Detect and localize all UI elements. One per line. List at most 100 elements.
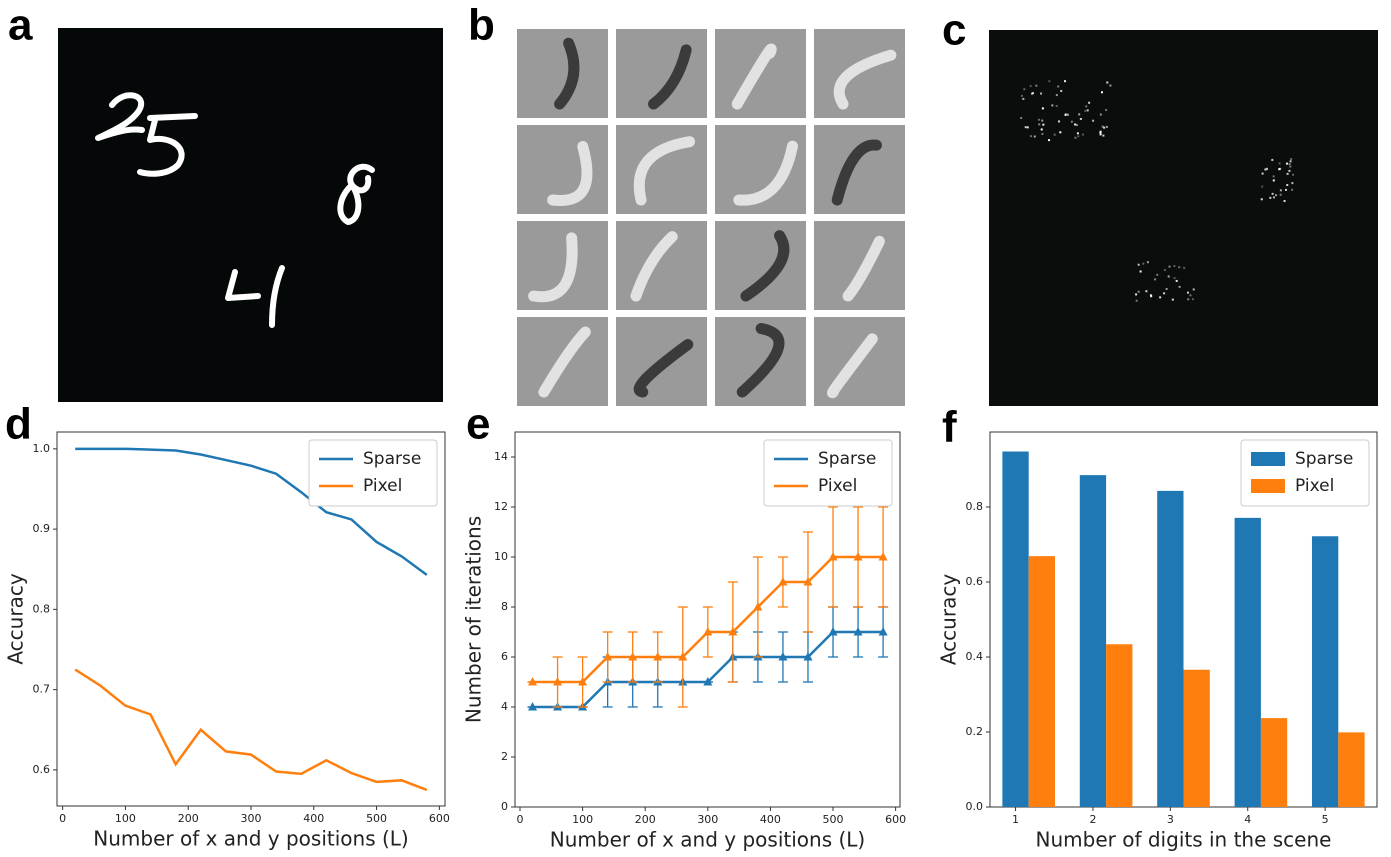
code-dot (1023, 88, 1025, 90)
image-panel-c (989, 30, 1378, 406)
code-dot (1042, 107, 1044, 109)
code-dot (1136, 300, 1138, 302)
code-dot (1071, 121, 1073, 123)
code-dot (1189, 294, 1191, 296)
code-dot (1145, 290, 1147, 292)
bar (1261, 718, 1287, 807)
figure: a b c d e f 0.60.70.80.91.0Number of x a… (0, 0, 1391, 857)
code-dot (1064, 80, 1066, 82)
code-dot (1261, 198, 1263, 200)
y-tick-label: 0.6 (33, 763, 51, 776)
x-tick-label: 0 (517, 813, 524, 826)
code-dot (1109, 85, 1111, 87)
code-dot (1284, 200, 1286, 202)
code-dot (1273, 175, 1275, 177)
filter-grid (517, 29, 905, 406)
legend-label: Pixel (1295, 476, 1334, 496)
code-dot (1056, 94, 1058, 96)
bar (1029, 556, 1055, 807)
code-dot (1289, 166, 1291, 168)
code-dot (1289, 163, 1291, 165)
x-tick-label: 200 (178, 812, 199, 825)
code-dot (1192, 298, 1194, 300)
code-dot (1291, 189, 1293, 191)
x-tick-label: 200 (635, 813, 656, 826)
code-dot (1080, 118, 1082, 120)
code-dot (1100, 131, 1102, 133)
code-dot (1142, 263, 1144, 265)
code-dot (1038, 119, 1040, 121)
x-tick-label: 1 (1012, 813, 1019, 826)
code-dot (1193, 288, 1195, 290)
code-dot (1027, 126, 1029, 128)
code-dot (1292, 174, 1294, 176)
legend-label: Sparse (363, 449, 421, 469)
code-dot (1261, 186, 1263, 188)
code-dot (1178, 266, 1180, 268)
code-dot (1285, 189, 1287, 191)
y-tick-label: 0.9 (33, 522, 51, 535)
code-dot (1271, 159, 1273, 161)
code-dot (1076, 124, 1078, 126)
legend-swatch (1251, 452, 1285, 466)
y-tick-label: 8 (501, 600, 508, 613)
y-tick-label: 0.0 (966, 800, 984, 813)
code-dot (1025, 126, 1027, 128)
bar (1080, 475, 1106, 807)
filter-tile (814, 125, 905, 214)
code-dot (1169, 266, 1171, 268)
code-dot (1106, 82, 1108, 84)
x-tick-label: 100 (572, 813, 593, 826)
code-dot (1272, 193, 1274, 195)
code-dot (1102, 135, 1104, 137)
code-dot (1183, 267, 1185, 269)
code-dot (1279, 168, 1281, 170)
x-tick-label: 500 (823, 813, 844, 826)
code-dot (1291, 182, 1293, 184)
x-tick-label: 4 (1244, 813, 1251, 826)
code-dot (1022, 98, 1024, 100)
code-dot (1106, 126, 1108, 128)
x-tick-label: 500 (366, 812, 387, 825)
code-dot (1166, 288, 1168, 290)
code-dot (1077, 135, 1079, 137)
code-dot (1100, 114, 1102, 116)
code-dot (1138, 264, 1140, 266)
code-dot (1174, 277, 1176, 279)
y-tick-label: 0.7 (33, 683, 51, 696)
y-tick-label: 1.0 (33, 442, 51, 455)
filter-tile (616, 29, 707, 118)
code-dot (1286, 163, 1288, 165)
y-tick-label: 0.4 (966, 650, 984, 663)
code-dot (1140, 270, 1142, 272)
code-dot (1288, 170, 1290, 172)
legend-label: Sparse (818, 449, 876, 469)
code-dot (1085, 105, 1087, 107)
code-dot (1048, 139, 1050, 141)
code-dot (1041, 120, 1043, 122)
code-dot (1058, 120, 1060, 122)
code-dot (1030, 85, 1032, 87)
code-dot (1077, 132, 1079, 134)
y-tick-label: 2 (501, 750, 508, 763)
code-dot (1084, 110, 1086, 112)
code-dot (1060, 90, 1062, 92)
code-dot (1101, 91, 1103, 93)
code-dot (1038, 123, 1040, 125)
y-axis-label: Accuracy (4, 573, 28, 664)
legend-label: Pixel (818, 476, 857, 496)
code-dot (1156, 274, 1158, 276)
y-axis-label: Accuracy (937, 574, 961, 665)
x-axis-label: Number of digits in the scene (1036, 828, 1332, 852)
y-axis-label: Number of iterations (462, 516, 486, 723)
code-dot (1040, 93, 1042, 95)
code-dot (1074, 123, 1076, 125)
y-tick-label: 6 (501, 650, 508, 663)
panel-label: c (942, 6, 966, 55)
code-dot (1159, 296, 1161, 298)
code-dot (1179, 286, 1181, 288)
code-dot (1164, 269, 1166, 271)
code-dot (1082, 134, 1084, 136)
data-line (75, 670, 427, 790)
filter-tile (814, 221, 905, 310)
